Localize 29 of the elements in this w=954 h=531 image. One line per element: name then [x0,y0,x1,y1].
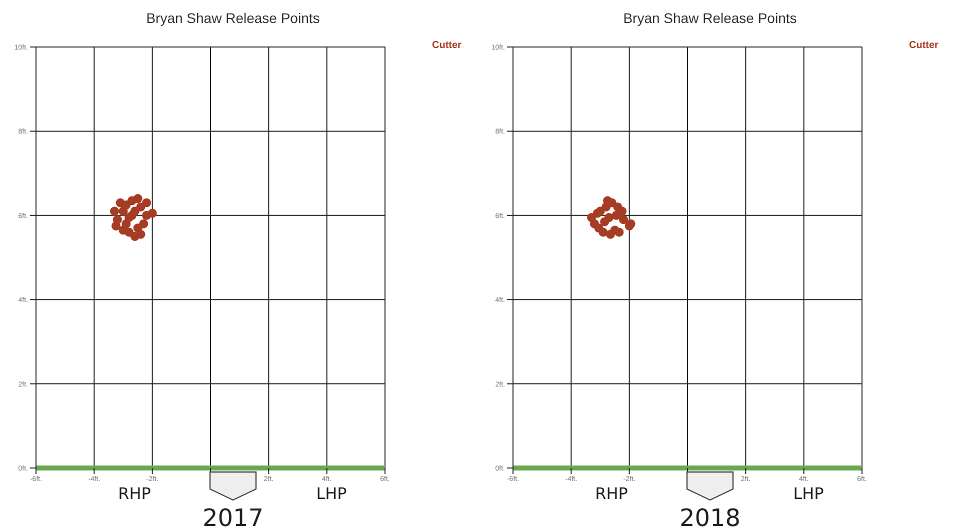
text: RHP [594,484,629,503]
text: RHP [117,484,152,503]
chart-title: Bryan Shaw Release Points [145,10,321,26]
point [124,213,134,222]
point [133,194,142,204]
point [122,200,131,210]
point [587,213,596,222]
text: LHP [792,484,825,503]
point [618,206,627,216]
point [148,208,157,218]
point [136,230,146,239]
text: 2018 [678,504,742,531]
point [110,206,120,216]
text: Cutter [432,40,462,51]
point [619,215,628,224]
point [111,221,120,230]
point [139,219,148,228]
text: 2017 [201,504,265,531]
text: LHP [315,484,348,503]
point [594,224,604,233]
chart-title: Bryan Shaw Release Points [622,10,798,26]
point [592,208,602,218]
point [118,226,128,235]
point [614,228,624,237]
point [606,230,615,239]
point [600,217,610,226]
point [130,206,140,216]
point [142,198,152,208]
text: Cutter [909,40,940,51]
